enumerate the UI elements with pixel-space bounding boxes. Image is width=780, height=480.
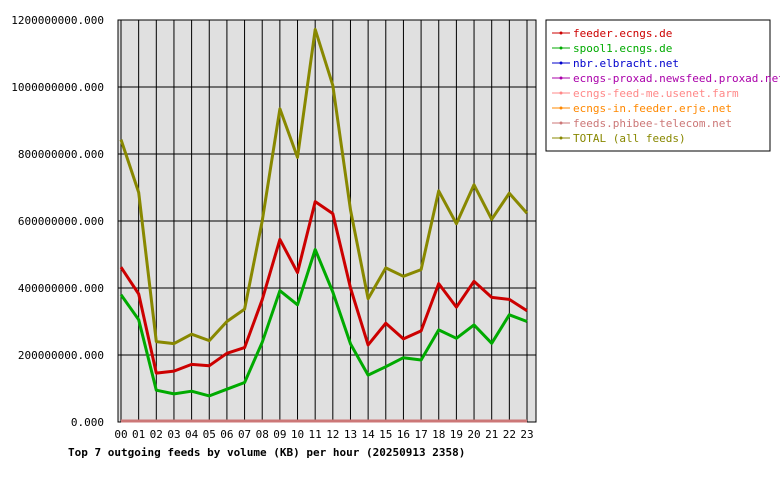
x-tick-label: 09 bbox=[273, 428, 286, 441]
x-tick-label: 14 bbox=[362, 428, 376, 441]
x-tick-label: 01 bbox=[132, 428, 145, 441]
legend-marker bbox=[559, 91, 563, 95]
series-line bbox=[119, 248, 528, 398]
x-tick-label: 06 bbox=[220, 428, 233, 441]
x-tick-label: 22 bbox=[503, 428, 516, 441]
series-lines bbox=[119, 27, 529, 423]
x-tick-label: 19 bbox=[450, 428, 463, 441]
legend-entry: feeds.phibee-telecom.net bbox=[573, 117, 732, 130]
y-tick-label: 200000000.000 bbox=[18, 349, 104, 362]
legend-marker bbox=[559, 136, 563, 140]
series-line bbox=[119, 27, 529, 346]
legend-entry: ecngs-proxad.newsfeed.proxad.net bbox=[573, 72, 780, 85]
legend-marker bbox=[559, 121, 563, 125]
x-tick-label: 20 bbox=[467, 428, 480, 441]
y-tick-label: 600000000.000 bbox=[18, 215, 104, 228]
y-tick-label: 0.000 bbox=[71, 416, 104, 429]
legend-marker bbox=[559, 61, 563, 65]
legend-entry: nbr.elbracht.net bbox=[573, 57, 679, 70]
x-tick-label: 15 bbox=[379, 428, 392, 441]
legend-entry: TOTAL (all feeds) bbox=[573, 132, 686, 145]
x-tick-label: 12 bbox=[326, 428, 339, 441]
y-axis: 0.000 200000000.000 400000000.000 600000000… bbox=[11, 14, 104, 429]
x-tick-label: 13 bbox=[344, 428, 357, 441]
x-tick-label: 02 bbox=[150, 428, 163, 441]
series-line bbox=[119, 200, 528, 375]
legend: feeder.ecngs.de spool1.ecngs.de nbr.elbrac… bbox=[552, 27, 780, 145]
x-tick-label: 07 bbox=[238, 428, 251, 441]
x-tick-label: 03 bbox=[167, 428, 180, 441]
legend-marker bbox=[559, 106, 563, 110]
x-tick-label: 17 bbox=[414, 428, 427, 441]
legend-marker bbox=[559, 46, 563, 50]
x-tick-label: 18 bbox=[432, 428, 445, 441]
x-tick-label: 21 bbox=[485, 428, 498, 441]
x-tick-label: 08 bbox=[256, 428, 269, 441]
x-tick-label: 10 bbox=[291, 428, 304, 441]
x-tick-label: 04 bbox=[185, 428, 199, 441]
legend-entry: feeder.ecngs.de bbox=[573, 27, 672, 40]
y-tick-label: 800000000.000 bbox=[18, 148, 104, 161]
x-tick-label: 16 bbox=[397, 428, 410, 441]
x-tick-label: 11 bbox=[309, 428, 322, 441]
legend-marker bbox=[559, 31, 563, 35]
y-tick-label: 400000000.000 bbox=[18, 282, 104, 295]
x-axis: 00 01 02 03 04 05 06 07 08 09 10 11 12 13 14 15 16 17 18 19… bbox=[114, 428, 533, 441]
legend-marker bbox=[559, 76, 563, 80]
legend-entry: ecngs-feed-me.usenet.farm bbox=[573, 87, 739, 100]
legend-box bbox=[545, 19, 771, 152]
y-tick-label: 1200000000.000 bbox=[11, 14, 104, 27]
y-tick-label: 1000000000.000 bbox=[11, 81, 104, 94]
legend-entry: ecngs-in.feeder.erje.net bbox=[573, 102, 732, 115]
x-tick-label: 00 bbox=[114, 428, 127, 441]
x-tick-label: 05 bbox=[203, 428, 216, 441]
legend-entry: spool1.ecngs.de bbox=[573, 42, 672, 55]
x-tick-label: 23 bbox=[520, 428, 533, 441]
chart-title: Top 7 outgoing feeds by volume (KB) per … bbox=[68, 446, 465, 459]
